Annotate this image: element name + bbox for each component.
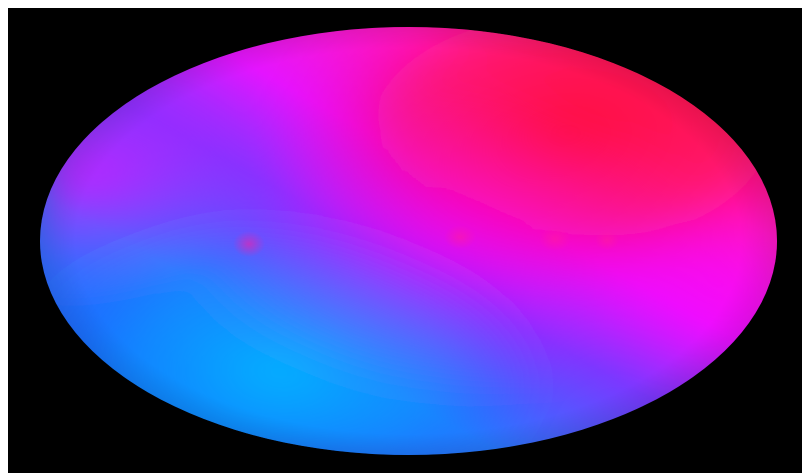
all-sky-map [40,27,777,455]
image-panel [8,8,802,473]
sky-map-svg [40,27,777,455]
limb-shading [40,27,777,455]
